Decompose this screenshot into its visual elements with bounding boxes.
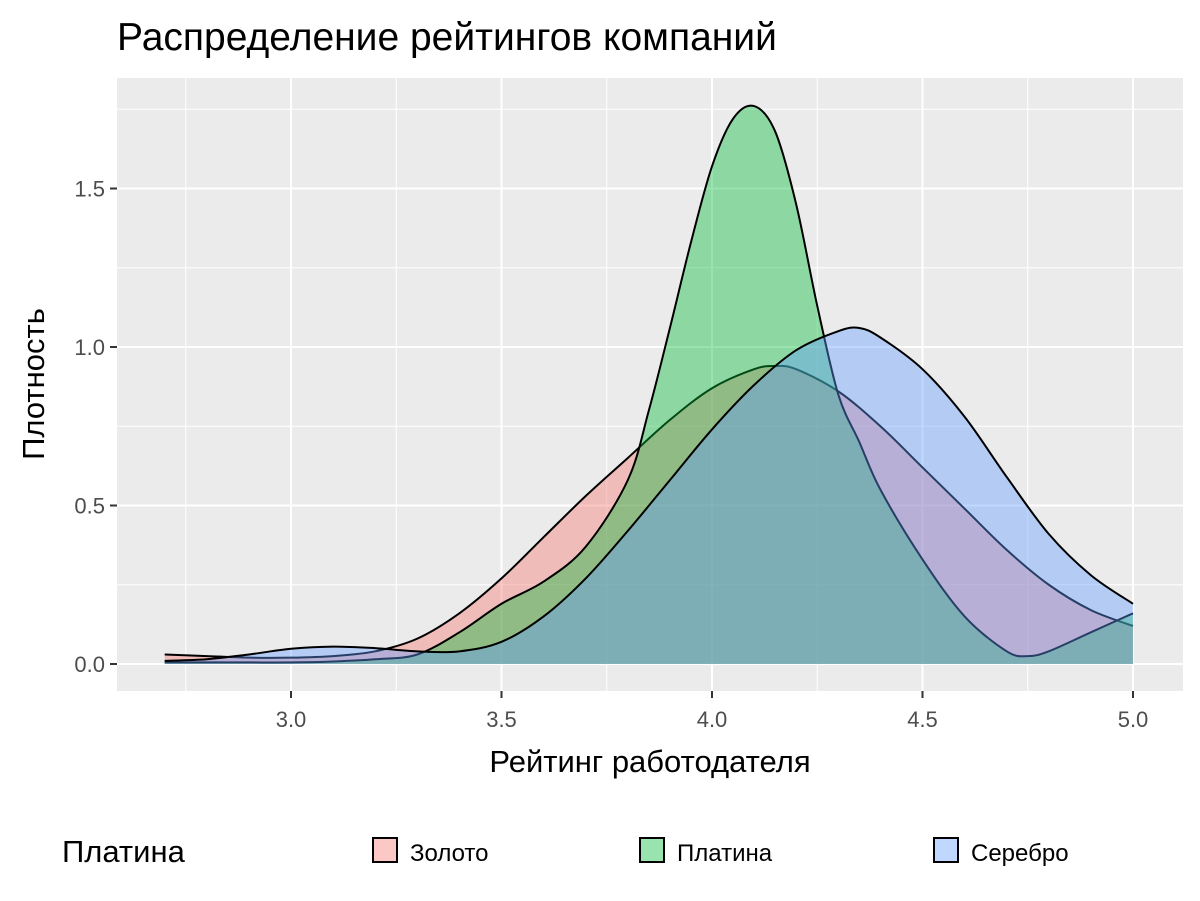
major-gridlines xyxy=(117,78,1183,691)
density-curve-serebro xyxy=(164,326,1134,662)
density-area-zoloto xyxy=(164,365,1133,664)
legend-label-platina: Платина xyxy=(677,840,773,867)
legend-key-platina xyxy=(639,837,665,863)
x-axis-title: Рейтинг работодателя xyxy=(489,744,810,779)
legend-key-zoloto xyxy=(372,837,398,863)
x-tick-label: 4.5 xyxy=(907,707,938,732)
chart-title: Распределение рейтингов компаний xyxy=(117,16,777,59)
x-axis: 3.0 3.5 4.0 4.5 5.0 xyxy=(276,691,1149,732)
density-area-serebro xyxy=(164,327,1133,664)
density-areas xyxy=(164,104,1134,664)
y-tick-label: 0.5 xyxy=(74,494,105,519)
y-axis: 0.0 0.5 1.0 1.5 xyxy=(74,177,117,677)
y-axis-title: Плотность xyxy=(16,308,51,460)
x-tick-label: 4.0 xyxy=(697,707,728,732)
legend-key-bg-zoloto xyxy=(372,837,398,863)
density-curve-zoloto xyxy=(164,364,1134,659)
x-tick-label: 3.0 xyxy=(276,707,307,732)
minor-gridlines xyxy=(117,78,1183,691)
legend-title: Платина xyxy=(62,834,186,869)
y-tick-label: 1.5 xyxy=(74,177,105,202)
plot-panel xyxy=(117,78,1183,691)
y-tick-label: 1.0 xyxy=(74,335,105,360)
y-tick-label: 0.0 xyxy=(74,652,105,677)
legend: Платина Золото Платина Серебро xyxy=(62,834,1069,869)
x-tick-label: 3.5 xyxy=(486,707,517,732)
density-curve-platina xyxy=(164,104,1134,664)
density-area-platina xyxy=(164,105,1133,664)
legend-label-serebro: Серебро xyxy=(971,840,1069,867)
legend-key-bg-serebro xyxy=(933,837,959,863)
legend-key-serebro xyxy=(933,837,959,863)
legend-label-zoloto: Золото xyxy=(410,840,488,867)
x-tick-label: 5.0 xyxy=(1118,707,1149,732)
legend-key-bg-platina xyxy=(639,837,665,863)
